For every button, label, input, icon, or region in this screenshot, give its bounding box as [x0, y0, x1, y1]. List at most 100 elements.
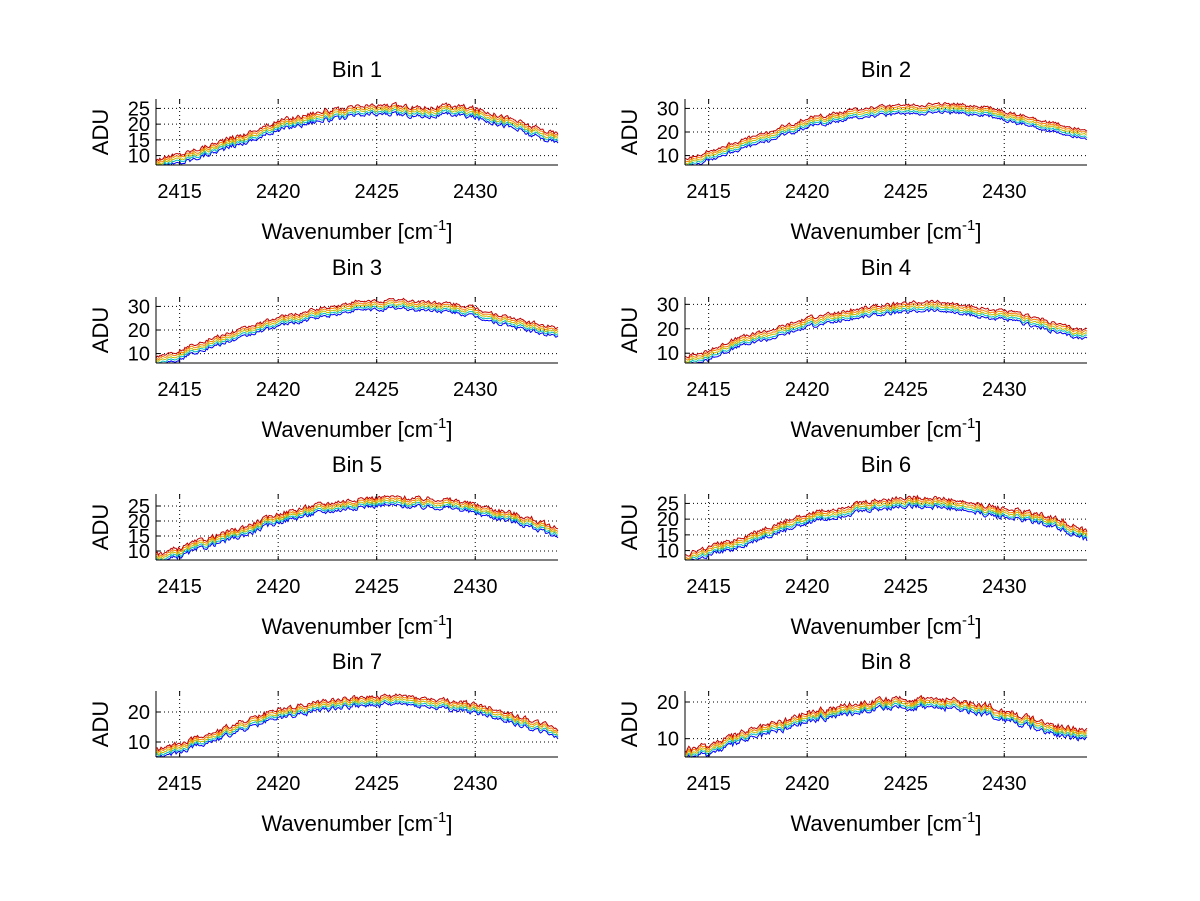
- y-tick-label: 15: [128, 130, 150, 152]
- y-tick-label: 25: [128, 496, 150, 518]
- x-tick-label: 2430: [453, 576, 498, 598]
- y-axis-label: ADU: [617, 307, 642, 353]
- subplot-bin-8: 2415 2420 2425 2430 10 20 Bin 8 Wavenumber [cm-…: [617, 649, 1088, 836]
- subplot-bin-7: 2415 2420 2425 2430 10 20 Bin 7 Wavenumber [cm-…: [88, 649, 559, 836]
- series-line-2: [685, 306, 1088, 364]
- y-axis-label: ADU: [88, 109, 113, 155]
- series-line-1: [155, 701, 559, 758]
- series-line-2: [684, 107, 1088, 166]
- x-tick-label: 2415: [686, 773, 731, 795]
- x-tick-label: 2425: [354, 379, 399, 401]
- y-tick-label: 15: [128, 526, 150, 548]
- series-line-3: [155, 498, 559, 561]
- y-tick-label: 20: [128, 320, 150, 342]
- x-tick-label: 2415: [157, 773, 202, 795]
- series-line-5: [155, 494, 559, 557]
- series-line-4: [155, 695, 559, 753]
- series-line-3: [155, 697, 559, 756]
- y-tick-label: 20: [657, 122, 679, 144]
- x-axis-label: Wavenumber [cm-1]: [261, 415, 452, 442]
- x-axis-label: Wavenumber [cm-1]: [261, 217, 452, 244]
- x-axis-label: Wavenumber [cm-1]: [261, 612, 452, 639]
- x-axis-label: Wavenumber [cm-1]: [790, 809, 981, 836]
- y-axis-label: ADU: [617, 701, 642, 747]
- x-tick-label: 2425: [883, 181, 928, 203]
- x-tick-label: 2415: [686, 576, 731, 598]
- x-tick-label: 2430: [453, 773, 498, 795]
- x-tick-label: 2430: [453, 379, 498, 401]
- subplot-title: Bin 6: [861, 452, 911, 477]
- series-line-4: [684, 696, 1088, 755]
- series-line-2: [155, 699, 559, 758]
- series-line-5: [684, 299, 1088, 359]
- subplot-title: Bin 2: [861, 57, 911, 82]
- series-line-3: [155, 105, 559, 166]
- y-tick-label: 15: [657, 525, 679, 547]
- y-tick-label: 20: [657, 692, 679, 714]
- x-axis-label: Wavenumber [cm-1]: [790, 217, 981, 244]
- subplot-title: Bin 4: [861, 255, 911, 280]
- series-line-3: [155, 301, 559, 363]
- x-tick-label: 2430: [453, 181, 498, 203]
- y-tick-label: 10: [128, 541, 150, 563]
- x-tick-label: 2420: [785, 379, 830, 401]
- y-tick-label: 25: [128, 98, 150, 120]
- series-line-3: [684, 106, 1088, 165]
- x-tick-label: 2425: [883, 379, 928, 401]
- x-tick-label: 2415: [157, 379, 202, 401]
- series-line-2: [685, 700, 1088, 759]
- x-tick-label: 2420: [785, 773, 830, 795]
- x-tick-label: 2430: [982, 576, 1027, 598]
- series-line-5: [684, 694, 1088, 753]
- y-tick-label: 10: [657, 343, 679, 365]
- x-tick-label: 2420: [256, 773, 301, 795]
- x-tick-label: 2425: [883, 576, 928, 598]
- y-tick-label: 20: [128, 702, 150, 724]
- x-axis-label: Wavenumber [cm-1]: [790, 612, 981, 639]
- x-axis-label: Wavenumber [cm-1]: [790, 415, 981, 442]
- series-line-5: [155, 101, 559, 162]
- x-tick-label: 2420: [256, 379, 301, 401]
- subplot-title: Bin 8: [861, 649, 911, 674]
- x-tick-label: 2420: [785, 576, 830, 598]
- series-line-1: [685, 503, 1088, 561]
- series-line-4: [155, 104, 559, 165]
- y-tick-label: 10: [657, 146, 679, 168]
- x-tick-label: 2415: [157, 181, 202, 203]
- series-line-1: [685, 110, 1088, 166]
- x-tick-label: 2425: [354, 576, 399, 598]
- series-line-2: [156, 108, 559, 166]
- subplot-title: Bin 5: [332, 452, 382, 477]
- subplot-title: Bin 3: [332, 255, 382, 280]
- series-line-3: [684, 304, 1088, 363]
- y-tick-label: 10: [128, 732, 150, 754]
- x-tick-label: 2425: [883, 773, 928, 795]
- y-tick-label: 30: [657, 98, 679, 120]
- y-tick-label: 10: [657, 729, 679, 751]
- y-tick-label: 10: [128, 344, 150, 366]
- y-tick-label: 30: [128, 296, 150, 318]
- x-tick-label: 2420: [256, 181, 301, 203]
- x-tick-label: 2430: [982, 773, 1027, 795]
- x-tick-label: 2420: [256, 576, 301, 598]
- series-line-4: [155, 496, 559, 558]
- series-line-1: [685, 702, 1088, 758]
- x-tick-label: 2415: [157, 576, 202, 598]
- x-tick-label: 2415: [686, 379, 731, 401]
- series-line-4: [684, 496, 1088, 560]
- y-axis-label: ADU: [88, 701, 113, 747]
- series-line-5: [155, 693, 559, 752]
- subplot-title: Bin 7: [332, 649, 382, 674]
- y-tick-label: 20: [657, 319, 679, 341]
- series-line-3: [684, 697, 1088, 757]
- series-line-4: [684, 103, 1088, 163]
- series-line-4: [155, 299, 559, 361]
- y-axis-label: ADU: [617, 504, 642, 550]
